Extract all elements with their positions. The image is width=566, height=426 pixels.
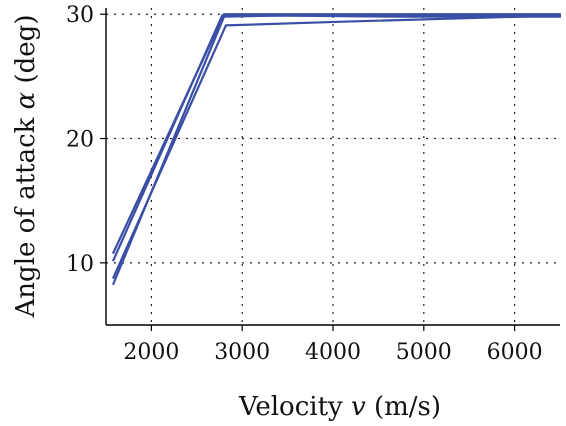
y-tick-label: 20 (66, 128, 94, 153)
x-tick-label: 2000 (123, 340, 179, 365)
series-group (112, 13, 562, 286)
series-line-2 (112, 14, 562, 262)
x-tick-label: 5000 (396, 340, 452, 365)
x-tick-label: 4000 (305, 340, 361, 365)
grid (106, 8, 560, 325)
series-line-3 (112, 14, 562, 279)
x-axis-label: Velocity v (m/s) (238, 392, 441, 422)
y-tick-label: 30 (66, 3, 94, 28)
series-line-4 (112, 14, 562, 286)
x-tick-label: 6000 (487, 340, 543, 365)
axes (105, 8, 560, 326)
x-tick-label: 3000 (214, 340, 270, 365)
ticks: 2000 3000 4000 5000 6000 10 20 30 (66, 3, 543, 365)
series-line-1 (112, 13, 562, 254)
y-axis-label: Angle of attack α (deg) (11, 15, 41, 319)
y-tick-label: 10 (66, 252, 94, 277)
